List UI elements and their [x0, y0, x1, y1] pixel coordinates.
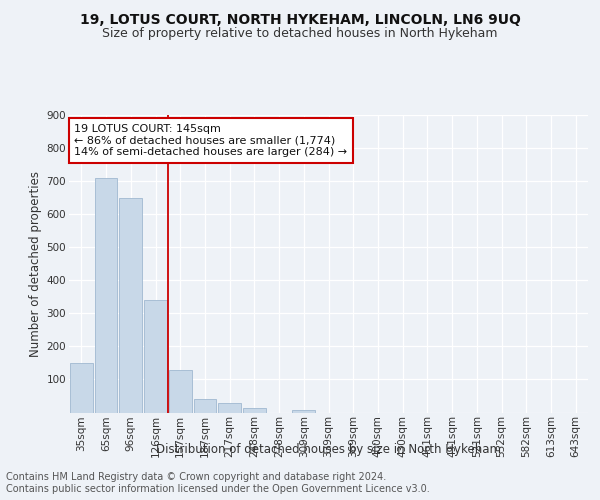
- Bar: [169, 370, 191, 412]
- Bar: [119, 198, 142, 412]
- Bar: [218, 402, 241, 412]
- Bar: [243, 408, 266, 412]
- Text: Contains HM Land Registry data © Crown copyright and database right 2024.
Contai: Contains HM Land Registry data © Crown c…: [6, 472, 430, 494]
- Text: Size of property relative to detached houses in North Hykeham: Size of property relative to detached ho…: [102, 28, 498, 40]
- Text: Distribution of detached houses by size in North Hykeham: Distribution of detached houses by size …: [156, 442, 502, 456]
- Text: 19, LOTUS COURT, NORTH HYKEHAM, LINCOLN, LN6 9UQ: 19, LOTUS COURT, NORTH HYKEHAM, LINCOLN,…: [80, 12, 520, 26]
- Y-axis label: Number of detached properties: Number of detached properties: [29, 171, 43, 357]
- Bar: [194, 398, 216, 412]
- Bar: [292, 410, 315, 412]
- Text: 19 LOTUS COURT: 145sqm
← 86% of detached houses are smaller (1,774)
14% of semi-: 19 LOTUS COURT: 145sqm ← 86% of detached…: [74, 124, 347, 157]
- Bar: [95, 178, 118, 412]
- Bar: [144, 300, 167, 412]
- Bar: [70, 363, 93, 412]
